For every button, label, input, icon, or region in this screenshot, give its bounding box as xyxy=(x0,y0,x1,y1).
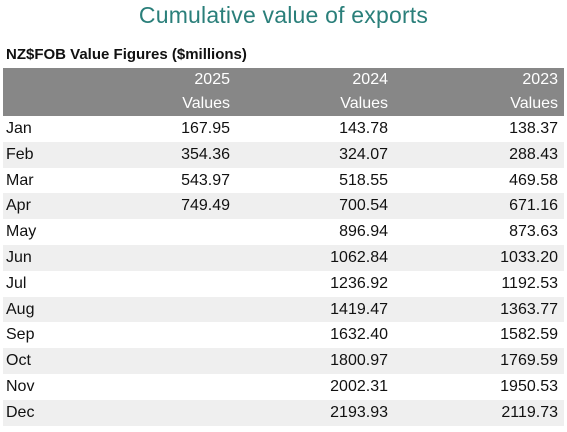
page-title: Cumulative value of exports xyxy=(138,2,429,28)
value-cell-2025 xyxy=(104,399,236,426)
table-row: Jan 167.95 143.78 138.37 xyxy=(3,116,564,142)
value-cell-2023: 1192.53 xyxy=(501,274,558,292)
table-row: Dec 2193.93 2119.73 xyxy=(3,399,564,426)
header-values-2025: Values xyxy=(104,92,236,116)
month-cell: May xyxy=(6,223,37,241)
value-cell-2023: 469.58 xyxy=(509,171,558,189)
value-cell-2023: 2119.73 xyxy=(394,399,564,426)
table-row: Sep 1632.40 1582.59 xyxy=(3,322,564,348)
value-cell-2023: 671.16 xyxy=(394,193,564,220)
table-row: Aug 1419.47 1363.77 xyxy=(3,296,564,323)
table-row: Feb 354.36 324.07 288.43 xyxy=(3,141,564,168)
month-cell: Jan xyxy=(6,120,32,137)
month-cell: Dec xyxy=(3,399,104,426)
header-values-2023: Values xyxy=(394,92,564,116)
value-cell-2025 xyxy=(104,271,236,297)
table-row: Nov 2002.31 1950.53 xyxy=(3,374,564,400)
value-cell-2025: 167.95 xyxy=(181,120,230,137)
month-cell: Jun xyxy=(3,244,104,271)
table-row: Jul 1236.92 1192.53 xyxy=(3,271,564,297)
value-cell-2024: 2193.93 xyxy=(236,399,394,426)
value-cell-2023: 1033.20 xyxy=(394,244,564,271)
value-cell-2024: 2002.31 xyxy=(330,377,388,395)
value-cell-2024: 896.94 xyxy=(339,223,388,241)
table-caption: NZ$FOB Value Figures ($millions) xyxy=(6,46,247,63)
value-cell-2025 xyxy=(104,374,236,400)
table-row: Jun 1062.84 1033.20 xyxy=(3,244,564,271)
header-year-2023: 2023 xyxy=(394,68,564,92)
value-cell-2025: 354.36 xyxy=(104,141,236,168)
value-cell-2024: 143.78 xyxy=(339,120,388,137)
month-cell: Apr xyxy=(3,193,104,220)
header-values-2024: Values xyxy=(236,92,394,116)
value-cell-2024: 324.07 xyxy=(236,141,394,168)
header-corner xyxy=(3,92,104,116)
month-cell: Aug xyxy=(3,296,104,323)
value-cell-2025 xyxy=(104,244,236,271)
value-cell-2023: 1950.53 xyxy=(500,377,558,395)
header-row-years: 2025 2024 2023 xyxy=(3,68,564,92)
month-cell: Nov xyxy=(6,377,35,395)
header-corner xyxy=(3,68,104,92)
table-row: Apr 749.49 700.54 671.16 xyxy=(3,193,564,220)
table-row: May 896.94 873.63 xyxy=(3,219,564,245)
table-row: Oct 1800.97 1769.59 xyxy=(3,348,564,374)
value-cell-2025: 749.49 xyxy=(104,193,236,220)
value-cell-2025 xyxy=(104,219,236,245)
value-cell-2023: 288.43 xyxy=(394,141,564,168)
header-row-labels: Values Values Values xyxy=(3,92,564,116)
value-cell-2024: 1419.47 xyxy=(236,296,394,323)
value-cell-2024: 1236.92 xyxy=(330,274,388,292)
month-cell: Sep xyxy=(6,326,35,344)
value-cell-2023: 138.37 xyxy=(509,120,558,137)
value-cell-2023: 873.63 xyxy=(509,223,558,241)
month-cell: Feb xyxy=(3,141,104,168)
value-cell-2023: 1363.77 xyxy=(394,296,564,323)
value-cell-2024: 518.55 xyxy=(339,171,388,189)
value-cell-2023: 1582.59 xyxy=(500,326,558,344)
value-cell-2024: 1632.40 xyxy=(330,326,388,344)
value-cell-2025 xyxy=(104,322,236,348)
value-cell-2025 xyxy=(104,296,236,323)
month-cell: Mar xyxy=(6,171,34,189)
header-year-2025: 2025 xyxy=(104,68,236,92)
value-cell-2024: 1062.84 xyxy=(236,244,394,271)
value-cell-2024: 700.54 xyxy=(236,193,394,220)
table-row: Mar 543.97 518.55 469.58 xyxy=(3,168,564,194)
value-cell-2025: 543.97 xyxy=(181,171,230,189)
value-cell-2024: 1800.97 xyxy=(236,348,394,374)
header-year-2024: 2024 xyxy=(236,68,394,92)
exports-table: 2025 2024 2023 Values Values Values Jan … xyxy=(3,68,564,426)
value-cell-2023: 1769.59 xyxy=(394,348,564,374)
month-cell: Jul xyxy=(6,274,27,292)
value-cell-2025 xyxy=(104,348,236,374)
month-cell: Oct xyxy=(3,348,104,374)
